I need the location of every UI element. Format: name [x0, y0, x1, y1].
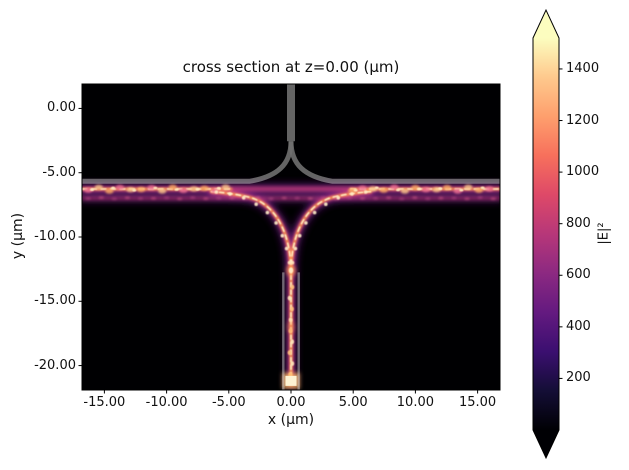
- colorbar-tick-label: 1400: [566, 60, 600, 76]
- x-tick-label: 5.00: [338, 395, 368, 410]
- colorbar-tick-label: 1200: [566, 112, 600, 128]
- x-tick-label: 10.00: [396, 395, 434, 410]
- x-tick-label: -15.00: [83, 395, 126, 410]
- x-axis-label: x (μm): [267, 412, 315, 428]
- y-tick-label: 0.00: [47, 100, 76, 116]
- x-tick-label: -5.00: [211, 395, 246, 410]
- colorbar-tick-label: 600: [566, 267, 591, 283]
- field-layers: [82, 184, 500, 390]
- plot-title: cross section at z=0.00 (μm): [182, 58, 400, 76]
- colorbar-tick-label: 200: [566, 370, 591, 386]
- colorbar-tick-label: 400: [566, 318, 591, 334]
- x-tick-label: 0.00: [276, 395, 306, 410]
- colorbar-tick-label: 800: [566, 215, 591, 231]
- x-tick-label: 15.00: [458, 395, 497, 410]
- y-tick-label: -15.00: [34, 293, 76, 309]
- colorbar-tick-label: 1000: [566, 164, 600, 180]
- y-tick-label: -20.00: [34, 357, 76, 373]
- y-tick-label: -10.00: [34, 229, 76, 244]
- x-tick-label: -10.00: [145, 395, 188, 410]
- colorbar-label: |E|²: [596, 222, 612, 245]
- axis-ticks: [78, 107, 479, 394]
- plot-area: [82, 84, 500, 390]
- source-marker: [282, 372, 300, 389]
- y-tick-label: -5.00: [42, 164, 76, 180]
- colorbar: [532, 8, 563, 460]
- structure-overlay: [82, 84, 500, 390]
